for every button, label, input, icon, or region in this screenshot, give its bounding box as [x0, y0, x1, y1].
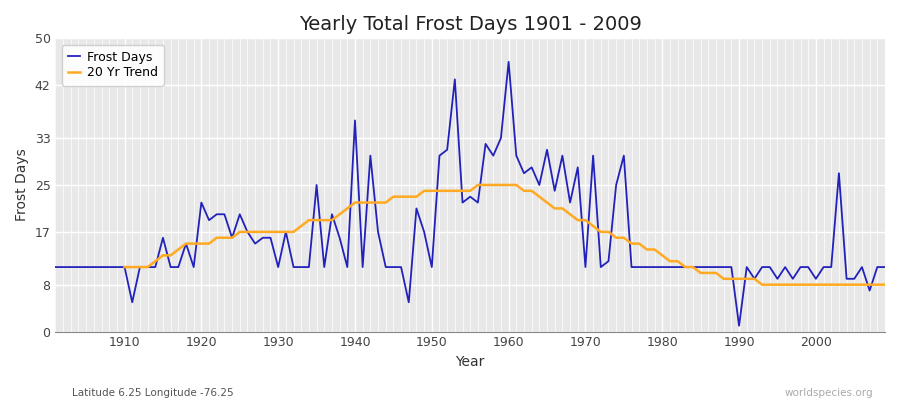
- 20 Yr Trend: [472, 182, 483, 187]
- 20 Yr Trend: [879, 282, 890, 287]
- Frost Days: [503, 59, 514, 64]
- Frost Days: [50, 265, 61, 270]
- Text: worldspecies.org: worldspecies.org: [785, 388, 873, 398]
- 20 Yr Trend: [119, 265, 130, 270]
- Line: Frost Days: Frost Days: [56, 62, 885, 326]
- Frost Days: [603, 259, 614, 264]
- Frost Days: [281, 230, 292, 234]
- 20 Yr Trend: [833, 282, 844, 287]
- Frost Days: [734, 323, 744, 328]
- Frost Days: [879, 265, 890, 270]
- 20 Yr Trend: [757, 282, 768, 287]
- Frost Days: [112, 265, 122, 270]
- Text: Latitude 6.25 Longitude -76.25: Latitude 6.25 Longitude -76.25: [72, 388, 234, 398]
- 20 Yr Trend: [857, 282, 868, 287]
- Title: Yearly Total Frost Days 1901 - 2009: Yearly Total Frost Days 1901 - 2009: [299, 15, 642, 34]
- 20 Yr Trend: [296, 224, 307, 228]
- 20 Yr Trend: [518, 188, 529, 193]
- Y-axis label: Frost Days: Frost Days: [15, 148, 29, 221]
- Line: 20 Yr Trend: 20 Yr Trend: [124, 185, 885, 285]
- 20 Yr Trend: [580, 218, 590, 222]
- Legend: Frost Days, 20 Yr Trend: Frost Days, 20 Yr Trend: [62, 44, 164, 86]
- Frost Days: [511, 153, 522, 158]
- Frost Days: [496, 136, 507, 140]
- Frost Days: [327, 212, 338, 217]
- X-axis label: Year: Year: [455, 355, 485, 369]
- 20 Yr Trend: [266, 230, 276, 234]
